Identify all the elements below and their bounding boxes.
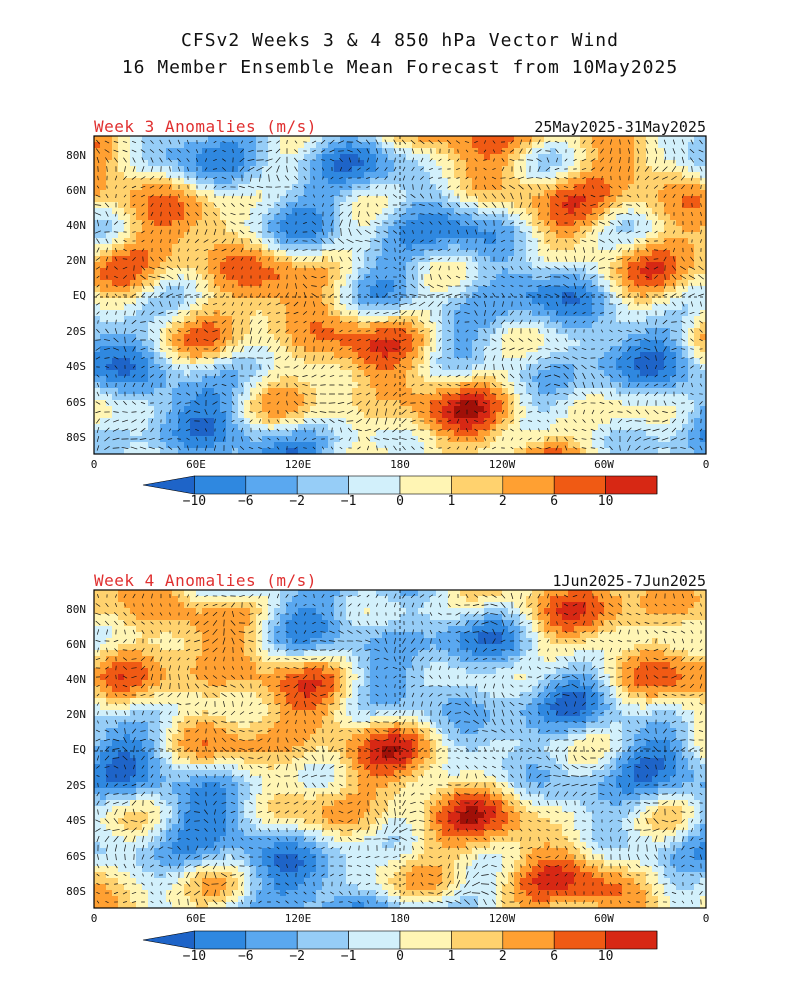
lat-tick-label: 40N	[66, 219, 86, 232]
lat-tick-label: EQ	[72, 743, 86, 756]
colorbar-segment	[451, 475, 504, 495]
colorbar-segment	[399, 930, 452, 950]
colorbar-tick-label: −6	[237, 949, 254, 964]
lat-tick-label: 80N	[66, 149, 86, 162]
colorbar-tick-label: 6	[550, 949, 559, 964]
lon-tick-label: 180	[390, 458, 410, 471]
lon-tick-label: 0	[702, 912, 710, 925]
colorbar-segment	[296, 475, 349, 495]
lat-tick-label: 60N	[66, 184, 86, 197]
week3-anomaly-map	[93, 135, 707, 455]
lon-tick-label: 120E	[284, 458, 312, 471]
figure-title-line2: 16 Member Ensemble Mean Forecast from 10…	[121, 57, 679, 78]
colorbar-tick-label: 1	[447, 494, 456, 509]
figure-title-line1: CFSv2 Weeks 3 & 4 850 hPa Vector Wind	[181, 30, 619, 51]
lat-tick-label: 40S	[66, 814, 86, 827]
colorbar-tick-label: 0	[396, 949, 404, 964]
colorbar-segment	[245, 930, 298, 950]
panel1-dates: 25May2025-31May2025	[534, 118, 706, 136]
colorbar-segment	[502, 930, 555, 950]
colorbar-tick-label: −6	[237, 494, 254, 509]
lat-tick-label: 80N	[66, 603, 86, 616]
lat-tick-label: 60S	[66, 396, 86, 409]
colorbar-segment	[605, 930, 658, 950]
colorbar-segment	[553, 930, 606, 950]
colorbar-tick-label: 0	[396, 494, 404, 509]
lat-tick-label: 40S	[66, 360, 86, 373]
colorbar-segment	[142, 475, 195, 495]
colorbar-tick-label: −2	[289, 494, 306, 509]
colorbar-tick-label: 6	[550, 494, 559, 509]
colorbar-segment	[451, 930, 504, 950]
lon-tick-label: 60E	[186, 458, 206, 471]
colorbar-segment	[194, 930, 247, 950]
colorbar-tick-label: 10	[597, 494, 614, 509]
lat-tick-label: 60N	[66, 638, 86, 651]
lat-tick-label: 40N	[66, 673, 86, 686]
colorbar-tick-label: −1	[340, 494, 357, 509]
colorbar-2	[142, 930, 658, 950]
colorbar-segment	[245, 475, 298, 495]
panel2-dates: 1Jun2025-7Jun2025	[552, 572, 706, 590]
lat-tick-label: 20N	[66, 254, 86, 267]
colorbar-tick-label: −10	[182, 494, 207, 509]
lon-tick-label: 60W	[594, 458, 614, 471]
week4-anomaly-map	[93, 589, 707, 909]
lat-tick-label: EQ	[72, 289, 86, 302]
lon-tick-label: 0	[702, 458, 710, 471]
lat-tick-label: 80S	[66, 431, 86, 444]
panel1-label: Week 3 Anomalies (m/s)	[94, 117, 317, 136]
lat-tick-label: 20S	[66, 779, 86, 792]
colorbar-tick-label: 2	[498, 494, 507, 509]
lat-tick-label: 80S	[66, 885, 86, 898]
colorbar-segment	[399, 475, 452, 495]
lon-tick-label: 0	[90, 912, 98, 925]
colorbar-segment	[296, 930, 349, 950]
lat-tick-label: 20N	[66, 708, 86, 721]
colorbar-segment	[142, 930, 195, 950]
lon-tick-label: 60E	[186, 912, 206, 925]
lon-tick-label: 180	[390, 912, 410, 925]
colorbar-tick-label: −1	[340, 949, 357, 964]
colorbar-segment	[553, 475, 606, 495]
colorbar-tick-label: −10	[182, 949, 207, 964]
lon-tick-label: 120W	[488, 458, 516, 471]
colorbar-tick-label: −2	[289, 949, 306, 964]
colorbar-segment	[348, 475, 401, 495]
colorbar-tick-label: 10	[597, 949, 614, 964]
lon-tick-label: 120W	[488, 912, 516, 925]
colorbar-segment	[605, 475, 658, 495]
colorbar-1	[142, 475, 658, 495]
lat-tick-label: 60S	[66, 850, 86, 863]
colorbar-segment	[194, 475, 247, 495]
lon-tick-label: 60W	[594, 912, 614, 925]
panel2-label: Week 4 Anomalies (m/s)	[94, 571, 317, 590]
colorbar-segment	[502, 475, 555, 495]
lon-tick-label: 0	[90, 458, 98, 471]
colorbar-tick-label: 2	[498, 949, 507, 964]
colorbar-tick-label: 1	[447, 949, 456, 964]
colorbar-segment	[348, 930, 401, 950]
lat-tick-label: 20S	[66, 325, 86, 338]
lon-tick-label: 120E	[284, 912, 312, 925]
